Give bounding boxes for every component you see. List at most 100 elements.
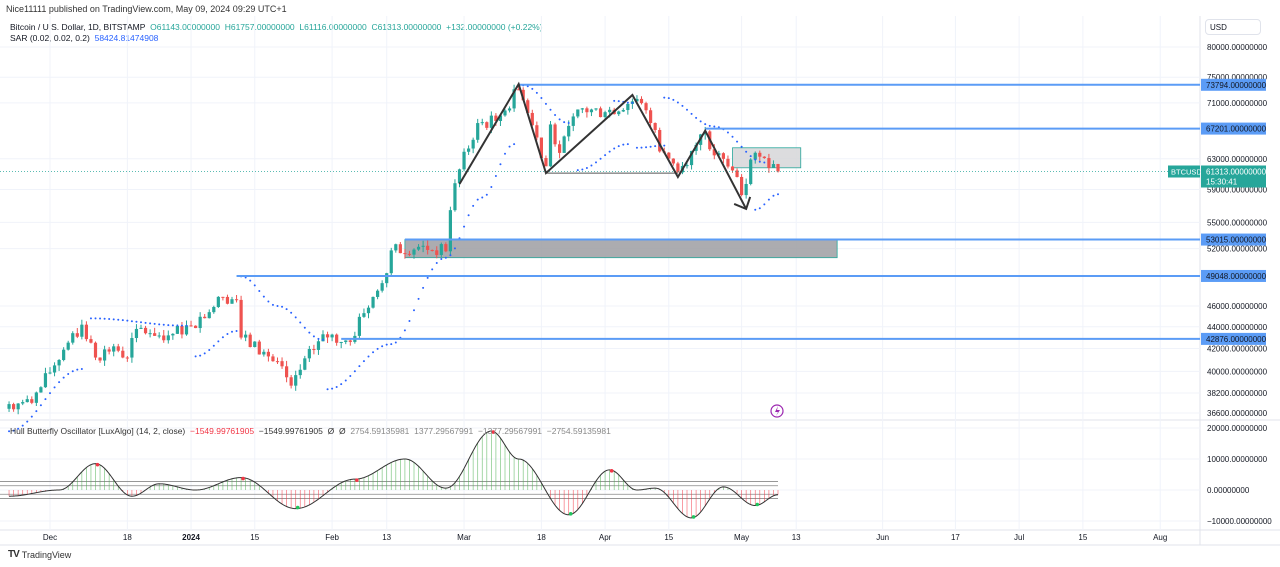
sar-dot (777, 193, 779, 196)
candle-body (112, 346, 116, 352)
candle-body (34, 392, 38, 403)
sar-dot (253, 284, 256, 287)
osc-value-3: Ø (327, 426, 335, 436)
sar-dot (531, 87, 534, 90)
sar-dot (554, 114, 557, 117)
sar-dot (540, 97, 543, 100)
sar-dot (704, 123, 707, 126)
sar-dot (513, 143, 516, 146)
sar-dot (763, 161, 766, 164)
candle-body (230, 299, 234, 304)
candle-body (426, 245, 430, 250)
candle-body (139, 327, 143, 329)
candle-body (253, 341, 257, 348)
currency-selector[interactable]: USD (1205, 19, 1261, 35)
sar-dot (21, 424, 24, 427)
sar-dot (244, 276, 247, 279)
time-axis-label: Aug (1153, 533, 1167, 542)
sar-dot (390, 343, 393, 346)
candle-body (476, 123, 480, 140)
candle-body (171, 333, 175, 336)
candle-body (726, 158, 730, 167)
candle-body (344, 340, 348, 342)
candle-body (585, 108, 589, 113)
candle-body (494, 115, 498, 121)
sar-dot (763, 203, 766, 206)
price-axis-label: 40000.00000000 (1207, 367, 1268, 376)
candle-body (316, 341, 321, 350)
oscillator-legend: Hull Butterfly Oscillator [LuxAlgo] (14,… (10, 426, 611, 436)
candle-body (753, 152, 757, 160)
candle-body (548, 124, 553, 167)
candle-body (453, 183, 457, 211)
sar-dot (153, 322, 156, 325)
candle-body (435, 250, 439, 255)
sar-dot (758, 160, 761, 163)
sar-dot (726, 131, 729, 134)
candle-body (271, 356, 275, 362)
candle-body (562, 136, 566, 153)
time-axis-label: Jul (1014, 533, 1024, 542)
level-price-tag (1201, 332, 1266, 345)
sar-dot (290, 311, 293, 314)
sar-dot (358, 365, 361, 368)
sar-dot (403, 329, 406, 332)
candle-body (771, 164, 776, 168)
candle-body (330, 334, 334, 338)
sar-dot (740, 145, 743, 148)
price-axis-label: 46000.00000000 (1207, 302, 1268, 311)
sar-dot (308, 331, 311, 334)
ohlc-row: Bitcoin / U.S. Dollar, 1D, BITSTAMP O611… (10, 22, 543, 33)
candle-body (366, 307, 371, 314)
candle-body (175, 325, 179, 334)
sar-dot (35, 410, 38, 413)
time-axis-label: Feb (325, 533, 339, 542)
candle-body (212, 306, 216, 313)
oscillator-title[interactable]: Hull Butterfly Oscillator [LuxAlgo] (14,… (10, 426, 186, 436)
sar-dot (158, 323, 161, 326)
symbol-title[interactable]: Bitcoin / U.S. Dollar, 1D, BITSTAMP (10, 22, 146, 32)
sar-dot (231, 330, 233, 333)
osc-peak-marker (241, 476, 245, 481)
footer-brand-label: TradingView (21, 549, 72, 560)
sar-dot (613, 99, 616, 102)
sar-dot (635, 146, 638, 149)
footer-brand[interactable]: TV TradingView (8, 549, 71, 560)
last-price-tag (1201, 165, 1266, 188)
sar-dot (767, 198, 770, 201)
osc-value-4: Ø (338, 426, 346, 436)
sar-dot (53, 386, 56, 389)
lightning-icon (770, 404, 784, 418)
sar-dot (176, 324, 179, 327)
countdown-label: 15:30:41 (1206, 178, 1238, 187)
sar-dot (772, 194, 775, 197)
candle-body (257, 341, 261, 355)
sar-dot (713, 125, 716, 128)
price-axis-label: 63000.00000000 (1207, 155, 1268, 164)
sar-dot (645, 146, 648, 149)
candle-body (644, 103, 648, 111)
sar-dot (754, 158, 757, 161)
sar-dot (481, 196, 484, 199)
time-axis-label: Mar (457, 533, 471, 542)
sar-dot (103, 317, 106, 320)
sar-dot (372, 351, 375, 354)
sar-dot (431, 268, 434, 271)
candle-body (653, 122, 657, 130)
osc-line (9, 430, 779, 519)
price-axis-label: 59000.00000000 (1207, 186, 1268, 195)
candle-body (580, 108, 584, 110)
osc-peak-marker (609, 469, 614, 473)
candle-body (180, 325, 184, 335)
sar-dot (276, 304, 279, 307)
price-axis-label: 80000.00000000 (1207, 43, 1268, 52)
sar-dot (299, 321, 302, 324)
sar-dot (217, 340, 220, 343)
candle-body (740, 176, 744, 196)
level-price-label: 42876.00000000 (1206, 335, 1267, 344)
sar-dot (467, 214, 470, 217)
sar-dot (353, 370, 356, 373)
candle-body (730, 166, 735, 171)
candle-body (80, 324, 84, 337)
